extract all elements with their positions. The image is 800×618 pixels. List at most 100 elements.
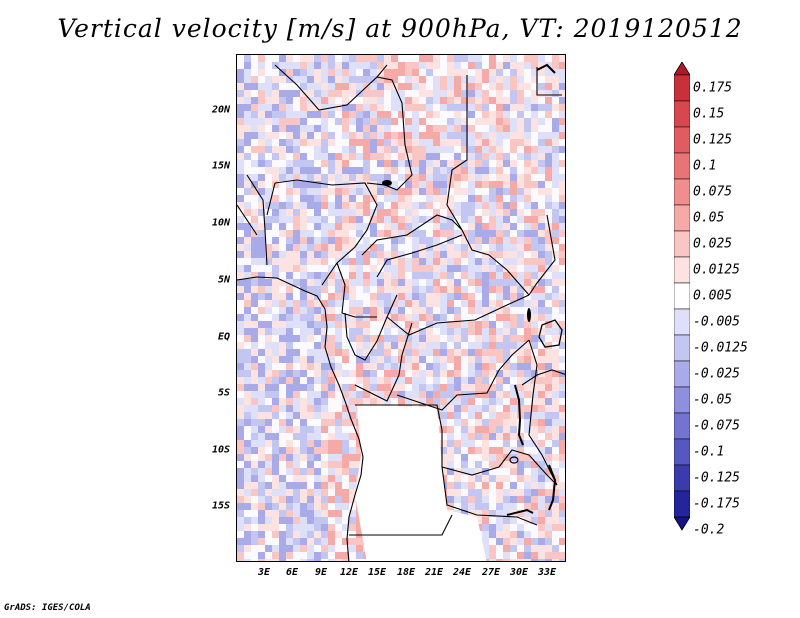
field-cell [314,377,321,384]
field-cell [293,111,300,118]
field-cell [454,370,461,377]
colorbar-bin [674,412,690,440]
field-cell [496,328,503,335]
field-cell [272,426,279,433]
field-cell [384,223,391,230]
field-cell [559,496,565,503]
field-cell [321,328,328,335]
field-cell [412,272,419,279]
field-cell [391,265,398,272]
field-cell [363,384,370,391]
field-cell [272,209,279,216]
field-cell [377,174,384,181]
field-cell [496,538,503,545]
field-cell [531,146,538,153]
field-cell [468,139,475,146]
field-cell [314,531,321,538]
field-cell [538,118,545,125]
field-cell [531,468,538,475]
field-cell [356,538,363,545]
field-cell [293,468,300,475]
field-cell [489,118,496,125]
field-cell [272,55,279,62]
field-cell [447,475,454,482]
field-cell [419,97,426,104]
field-cell [300,328,307,335]
field-cell [272,454,279,461]
field-cell [370,279,377,286]
field-cell [538,524,545,531]
field-cell [286,370,293,377]
field-cell [398,293,405,300]
field-cell [314,426,321,433]
field-cell [349,195,356,202]
field-cell [349,279,356,286]
field-cell [251,153,258,160]
field-cell [377,139,384,146]
field-cell [349,111,356,118]
field-cell [510,377,517,384]
field-cell [251,293,258,300]
field-cell [314,160,321,167]
field-cell [503,202,510,209]
field-cell [412,307,419,314]
field-cell [496,489,503,496]
field-cell [482,545,489,552]
field-cell [370,174,377,181]
field-cell [433,216,440,223]
field-cell [559,118,565,125]
field-cell [237,538,244,545]
field-cell [482,55,489,62]
field-cell [398,265,405,272]
field-cell [454,90,461,97]
field-cell [314,496,321,503]
field-cell [349,363,356,370]
field-cell [307,69,314,76]
field-cell [335,83,342,90]
field-cell [328,195,335,202]
field-cell [538,104,545,111]
field-cell [545,181,552,188]
field-cell [405,132,412,139]
field-cell [552,419,559,426]
field-cell [265,475,272,482]
field-cell [286,321,293,328]
field-cell [461,482,468,489]
field-cell [349,118,356,125]
field-cell [349,370,356,377]
field-cell [440,384,447,391]
field-cell [468,328,475,335]
field-cell [370,230,377,237]
field-cell [538,209,545,216]
lake-mweru [509,456,519,464]
field-cell [286,503,293,510]
field-cell [461,335,468,342]
field-cell [461,342,468,349]
field-cell [517,314,524,321]
field-cell [237,328,244,335]
field-cell [433,251,440,258]
field-cell [293,230,300,237]
field-cell [251,230,258,237]
field-cell [489,328,496,335]
field-cell [356,181,363,188]
field-cell [342,286,349,293]
field-cell [461,405,468,412]
field-cell [321,307,328,314]
field-cell [440,188,447,195]
field-cell [363,356,370,363]
field-cell [503,370,510,377]
field-cell [412,377,419,384]
field-cell [496,188,503,195]
field-cell [489,153,496,160]
field-cell [538,251,545,258]
field-cell [377,391,384,398]
field-cell [286,97,293,104]
field-cell [405,363,412,370]
field-cell [524,356,531,363]
field-cell [335,62,342,69]
field-cell [426,321,433,328]
field-cell [545,370,552,377]
field-cell [559,461,565,468]
field-cell [489,559,496,561]
